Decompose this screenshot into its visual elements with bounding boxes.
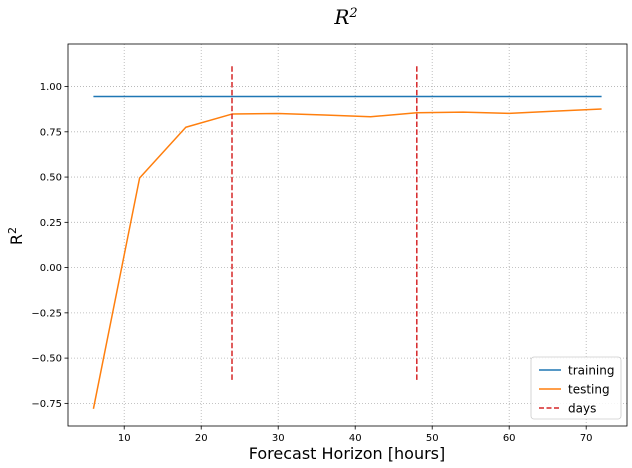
y-tick-label: −0.75 <box>31 399 62 410</box>
legend: training testing days <box>530 356 622 420</box>
x-axis-title: Forecast Horizon [hours] <box>249 444 446 463</box>
x-tick-label: 10 <box>118 433 131 444</box>
y-tick-label: 0.25 <box>40 218 62 229</box>
legend-box <box>530 356 622 420</box>
y-tick-label: 1.00 <box>40 82 62 93</box>
x-tick-label: 40 <box>349 433 362 444</box>
legend-label-days: days <box>568 402 596 416</box>
x-tick-label: 50 <box>426 433 439 444</box>
y-tick-label: 0.75 <box>40 127 62 138</box>
y-tick-label: −0.50 <box>31 354 62 365</box>
y-axis: −0.75 −0.50 −0.25 0.00 0.25 0.50 0.75 1.00 <box>31 82 68 410</box>
x-tick-label: 70 <box>580 433 593 444</box>
plot-frame <box>67 43 628 427</box>
x-tick-label: 20 <box>195 433 208 444</box>
x-axis: 10 20 30 40 50 60 70 <box>118 426 593 444</box>
grid-lines <box>68 44 627 426</box>
y-tick-label: 0.50 <box>40 173 62 184</box>
y-tick-label: −0.25 <box>31 308 62 319</box>
y-axis-title: R2 <box>6 227 27 245</box>
series-testing-line <box>92 108 602 409</box>
legend-label-testing: testing <box>568 383 610 397</box>
x-tick-label: 60 <box>503 433 516 444</box>
series-layer <box>92 64 602 409</box>
legend-label-training: training <box>568 364 615 378</box>
x-tick-label: 30 <box>272 433 285 444</box>
y-tick-label: 0.00 <box>40 263 62 274</box>
chart-title: R2 <box>333 5 357 29</box>
